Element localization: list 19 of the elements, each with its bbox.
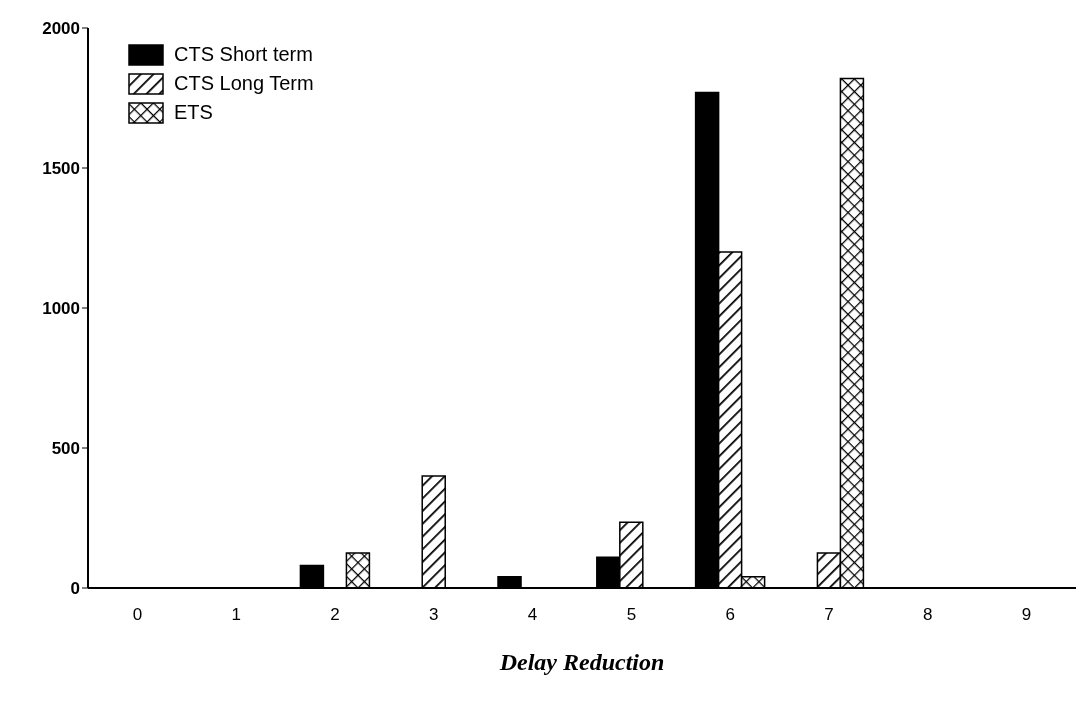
x-tick-label: 0 bbox=[132, 605, 143, 625]
y-tick-label: 1500 bbox=[42, 159, 80, 179]
x-tick-label: 9 bbox=[1021, 605, 1032, 625]
legend-label: CTS Short term bbox=[174, 43, 313, 66]
y-tick-label: 500 bbox=[51, 439, 80, 459]
x-tick-label: 2 bbox=[330, 605, 340, 625]
x-tick-label: 1 bbox=[231, 605, 241, 625]
legend-label: CTS Long Term bbox=[174, 72, 314, 95]
x-tick-label: 4 bbox=[527, 605, 538, 625]
legend-label: ETS bbox=[174, 101, 213, 124]
x-tick-label: 8 bbox=[923, 605, 933, 625]
y-tick-label: 2000 bbox=[42, 19, 80, 39]
x-tick-label: 3 bbox=[429, 605, 439, 625]
x-tick-label: 5 bbox=[626, 605, 637, 625]
y-tick-label: 1000 bbox=[42, 299, 80, 319]
x-axis-title: Delay Reduction bbox=[498, 649, 665, 675]
x-tick-label: 7 bbox=[824, 605, 834, 625]
y-tick-label: 0 bbox=[70, 579, 80, 599]
x-tick-label: 6 bbox=[725, 605, 735, 625]
